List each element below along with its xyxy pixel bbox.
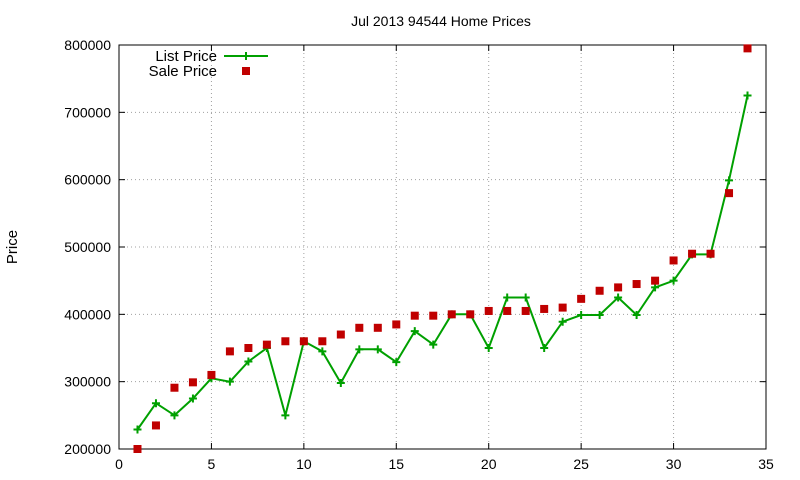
list-price-point xyxy=(133,425,142,434)
list-price-point xyxy=(725,176,734,185)
sale-price-point xyxy=(188,378,197,387)
sale-price-point xyxy=(151,421,160,430)
sale-price-point xyxy=(688,249,697,258)
sale-price-point xyxy=(706,249,715,258)
sale-price-point xyxy=(373,323,382,332)
sale-price-point xyxy=(669,256,678,265)
list-price-point xyxy=(632,311,641,320)
sale-price-point xyxy=(170,383,179,392)
list-price-point xyxy=(410,327,419,336)
list-price-point xyxy=(170,411,179,420)
sale-price-point xyxy=(725,189,734,198)
y-tick-label: 500000 xyxy=(64,239,111,255)
list-price-point xyxy=(151,399,160,408)
chart-title: Jul 2013 94544 Home Prices xyxy=(351,13,531,29)
list-price-point xyxy=(429,340,438,349)
list-price-point xyxy=(188,394,197,403)
sale-price-point xyxy=(392,320,401,329)
y-tick-label: 800000 xyxy=(64,37,111,53)
legend-swatch-sale-price xyxy=(242,67,250,75)
sale-price-point xyxy=(632,280,641,289)
sale-price-point xyxy=(281,337,290,346)
sale-price-point xyxy=(521,306,530,315)
y-tick-label: 700000 xyxy=(64,104,111,120)
sale-price-point xyxy=(207,370,216,379)
y-axis-label: Price xyxy=(4,230,21,264)
sale-price-point xyxy=(503,306,512,315)
list-price-point xyxy=(595,311,604,320)
axis-ticks xyxy=(118,44,767,450)
y-tick-labels: 200000 300000 400000 500000 600000 700000 8000… xyxy=(64,37,111,457)
sale-price-point xyxy=(410,311,419,320)
legend-label-sale-price: Sale Price xyxy=(149,63,217,80)
list-price-point xyxy=(336,379,345,388)
list-price-point xyxy=(521,293,530,302)
list-price-point xyxy=(651,283,660,292)
legend-swatches xyxy=(224,52,268,75)
legend-swatch-list-price-marker xyxy=(242,52,250,60)
sale-price-point xyxy=(133,445,142,453)
sale-price-point xyxy=(336,330,345,339)
sale-price-point xyxy=(743,44,752,53)
x-tick-label: 30 xyxy=(666,456,682,472)
sale-price-point xyxy=(299,337,308,346)
list-price-point xyxy=(355,345,364,354)
list-price-point xyxy=(540,344,549,352)
x-tick-labels: 0 5 10 15 20 25 30 35 xyxy=(115,456,774,472)
sale-price-point xyxy=(558,303,567,312)
list-price-point xyxy=(558,317,567,326)
list-price-point xyxy=(614,293,623,302)
x-tick-label: 0 xyxy=(115,456,123,472)
x-tick-label: 10 xyxy=(296,456,312,472)
sale-price-point xyxy=(447,310,456,319)
list-price-line xyxy=(136,95,749,431)
y-tick-label: 600000 xyxy=(64,172,111,188)
x-tick-label: 20 xyxy=(481,456,497,472)
data-series xyxy=(133,44,752,453)
x-tick-label: 5 xyxy=(208,456,216,472)
list-price-point xyxy=(503,293,512,302)
x-tick-label: 35 xyxy=(758,456,774,472)
sale-price-point xyxy=(466,310,475,319)
sale-price-point xyxy=(262,340,271,349)
legend: List Price Sale Price xyxy=(149,48,268,80)
list-price-point xyxy=(743,91,752,100)
list-price-point xyxy=(281,411,290,420)
list-price-point xyxy=(669,276,678,285)
list-price-point xyxy=(484,344,493,352)
y-tick-label: 400000 xyxy=(64,306,111,322)
sale-price-point xyxy=(429,311,438,320)
y-tick-label: 200000 xyxy=(64,441,111,457)
plot-frame xyxy=(118,44,767,450)
legend-label-list-price: List Price xyxy=(155,48,217,65)
grid-lines xyxy=(119,45,766,449)
list-price-point xyxy=(577,311,586,320)
list-price-point xyxy=(225,377,234,386)
list-price-point xyxy=(373,345,382,354)
sale-price-point xyxy=(318,337,327,346)
sale-price-point xyxy=(484,306,493,315)
sale-price-point xyxy=(244,344,253,352)
list-price-point xyxy=(244,357,253,366)
list-price-point xyxy=(392,358,401,367)
sale-price-point xyxy=(651,276,660,285)
sale-price-point xyxy=(355,323,364,332)
sale-price-point xyxy=(595,286,604,295)
y-tick-label: 300000 xyxy=(64,374,111,390)
sale-price-point xyxy=(540,304,549,313)
sale-price-point xyxy=(225,347,234,356)
x-tick-label: 25 xyxy=(573,456,589,472)
list-price-point xyxy=(318,347,327,356)
sale-price-point xyxy=(614,283,623,292)
x-tick-label: 15 xyxy=(388,456,404,472)
sale-price-point xyxy=(577,294,586,303)
